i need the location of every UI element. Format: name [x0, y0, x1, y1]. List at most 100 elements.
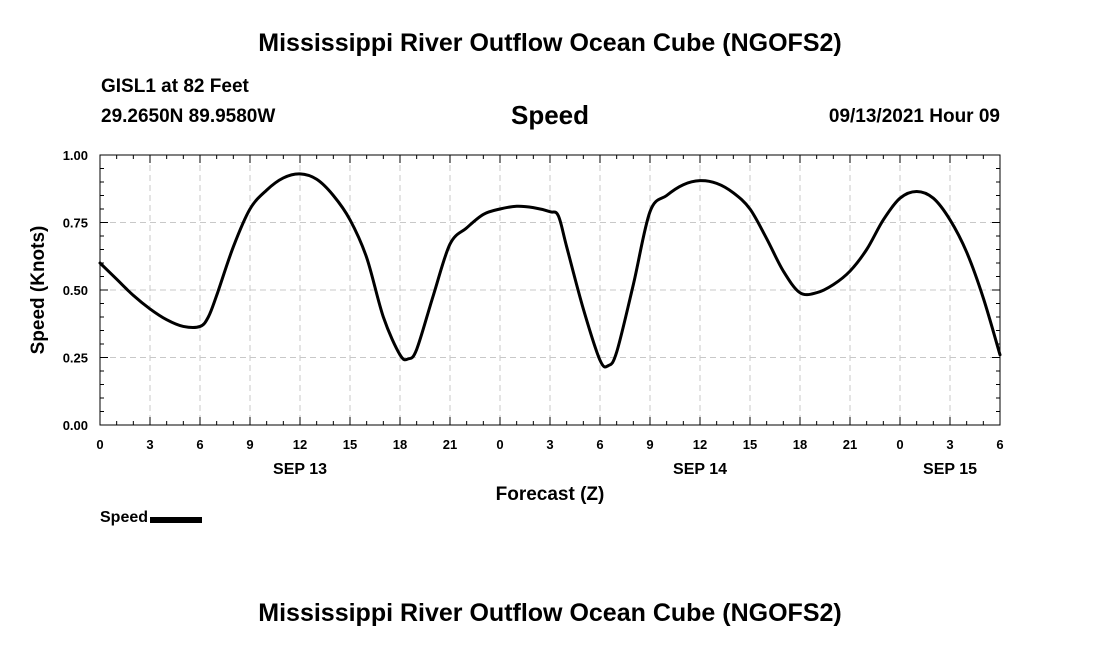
footer-title: Mississippi River Outflow Ocean Cube (NG… — [258, 599, 842, 627]
y-tick-label: 1.00 — [63, 148, 88, 163]
x-tick-label: 0 — [496, 437, 503, 452]
speed-data-point — [149, 307, 152, 310]
speed-data-point — [232, 245, 235, 248]
speed-data-point — [665, 194, 668, 197]
x-tick-label: 12 — [693, 437, 707, 452]
x-tick-label: 3 — [946, 437, 953, 452]
x-tick-label: 6 — [996, 437, 1003, 452]
speed-data-point — [882, 218, 885, 221]
speed-data-point — [715, 182, 718, 185]
x-tick-label: 9 — [646, 437, 653, 452]
x-tick-label: 21 — [843, 437, 857, 452]
y-axis-title: Speed (Knots) — [28, 226, 49, 355]
speed-data-point — [799, 291, 802, 294]
speed-data-point — [615, 351, 618, 354]
speed-data-point — [632, 283, 635, 286]
speed-data-point — [432, 294, 435, 297]
forecast-datetime: 09/13/2021 Hour 09 — [828, 106, 1000, 127]
speed-data-point — [132, 294, 135, 297]
x-tick-label: 6 — [596, 437, 603, 452]
speed-data-point — [982, 297, 985, 300]
speed-data-point — [865, 248, 868, 251]
speed-data-point — [215, 294, 218, 297]
x-tick-label: 18 — [793, 437, 807, 452]
x-tick-label: 3 — [146, 437, 153, 452]
x-axis-title: Forecast (Z) — [496, 484, 605, 505]
variable-title: Speed — [510, 100, 590, 130]
speed-data-point — [365, 256, 368, 259]
x-tick-label: 3 — [546, 437, 553, 452]
speed-data-point — [332, 194, 335, 197]
x-tick-label: 0 — [896, 437, 903, 452]
y-tick-label: 0.50 — [63, 283, 88, 298]
x-tick-label: 12 — [293, 437, 307, 452]
speed-data-point — [549, 210, 552, 213]
speed-data-point — [699, 179, 702, 182]
grid-layer — [100, 155, 1000, 425]
speed-data-point — [207, 316, 210, 319]
speed-data-point — [282, 176, 285, 179]
speed-data-point — [99, 262, 102, 265]
speed-data-point — [399, 353, 402, 356]
speed-data-point — [165, 318, 168, 321]
speed-data-point — [299, 172, 302, 175]
speed-data-point — [532, 206, 535, 209]
speed-data-point — [649, 210, 652, 213]
station-label: GISL1 at 82 Feet — [101, 76, 249, 97]
speed-series-line — [98, 172, 1002, 369]
x-tick-label: 18 — [393, 437, 407, 452]
x-tick-label: 21 — [443, 437, 457, 452]
x-tick-label: 9 — [246, 437, 253, 452]
speed-data-point — [465, 226, 468, 229]
speed-data-point — [249, 208, 252, 211]
legend-swatch — [150, 516, 203, 523]
x-tick-label: 6 — [196, 437, 203, 452]
speed-data-point — [915, 190, 918, 193]
speed-data-point — [449, 243, 452, 246]
speed-data-point — [482, 213, 485, 216]
speed-data-point — [315, 178, 318, 181]
speed-data-point — [499, 208, 502, 211]
speed-data-point — [115, 278, 118, 281]
speed-data-point — [732, 191, 735, 194]
day-label: SEP 14 — [673, 461, 727, 478]
speed-data-point — [599, 359, 602, 362]
legend: Speed — [100, 509, 203, 527]
speed-data-point — [349, 218, 352, 221]
speed-data-point — [407, 357, 410, 360]
speed-data-point — [182, 325, 185, 328]
y-tick-label: 0.00 — [63, 418, 88, 433]
speed-data-point — [815, 291, 818, 294]
speed-data-point — [949, 218, 952, 221]
speed-data-point — [382, 316, 385, 319]
speed-data-point — [557, 214, 560, 217]
x-tick-label: 15 — [343, 437, 357, 452]
axis-labels: 0 3 6 9 12 15 18 21 0 3 6 9 12 15 18 21 0 3 6 0.00 0.25 0.50 0… — [28, 148, 1004, 505]
speed-data-point — [999, 353, 1002, 356]
speed-data-point — [749, 208, 752, 211]
speed-data-point — [965, 251, 968, 254]
x-tick-label: 0 — [96, 437, 103, 452]
tick-layer — [99, 154, 1001, 426]
speed-data-point — [682, 183, 685, 186]
day-label: SEP 15 — [923, 461, 977, 478]
speed-data-point — [199, 325, 202, 328]
station-coordinates: 29.2650N 89.9580W — [101, 106, 276, 127]
speed-data-point — [849, 270, 852, 273]
speed-data-point — [265, 189, 268, 192]
speed-data-point — [607, 364, 610, 367]
speed-data-point — [765, 237, 768, 240]
y-tick-label: 0.25 — [63, 351, 88, 366]
speed-data-point — [582, 307, 585, 310]
speed-data-point — [782, 270, 785, 273]
speed-data-point — [932, 197, 935, 200]
chart-title: Mississippi River Outflow Ocean Cube (NG… — [258, 29, 842, 57]
x-tick-label: 15 — [743, 437, 757, 452]
y-tick-label: 0.75 — [63, 216, 88, 231]
speed-data-point — [515, 205, 518, 208]
speed-data-point — [899, 197, 902, 200]
speed-data-point — [832, 283, 835, 286]
speed-data-point — [565, 245, 568, 248]
day-label: SEP 13 — [273, 461, 327, 478]
